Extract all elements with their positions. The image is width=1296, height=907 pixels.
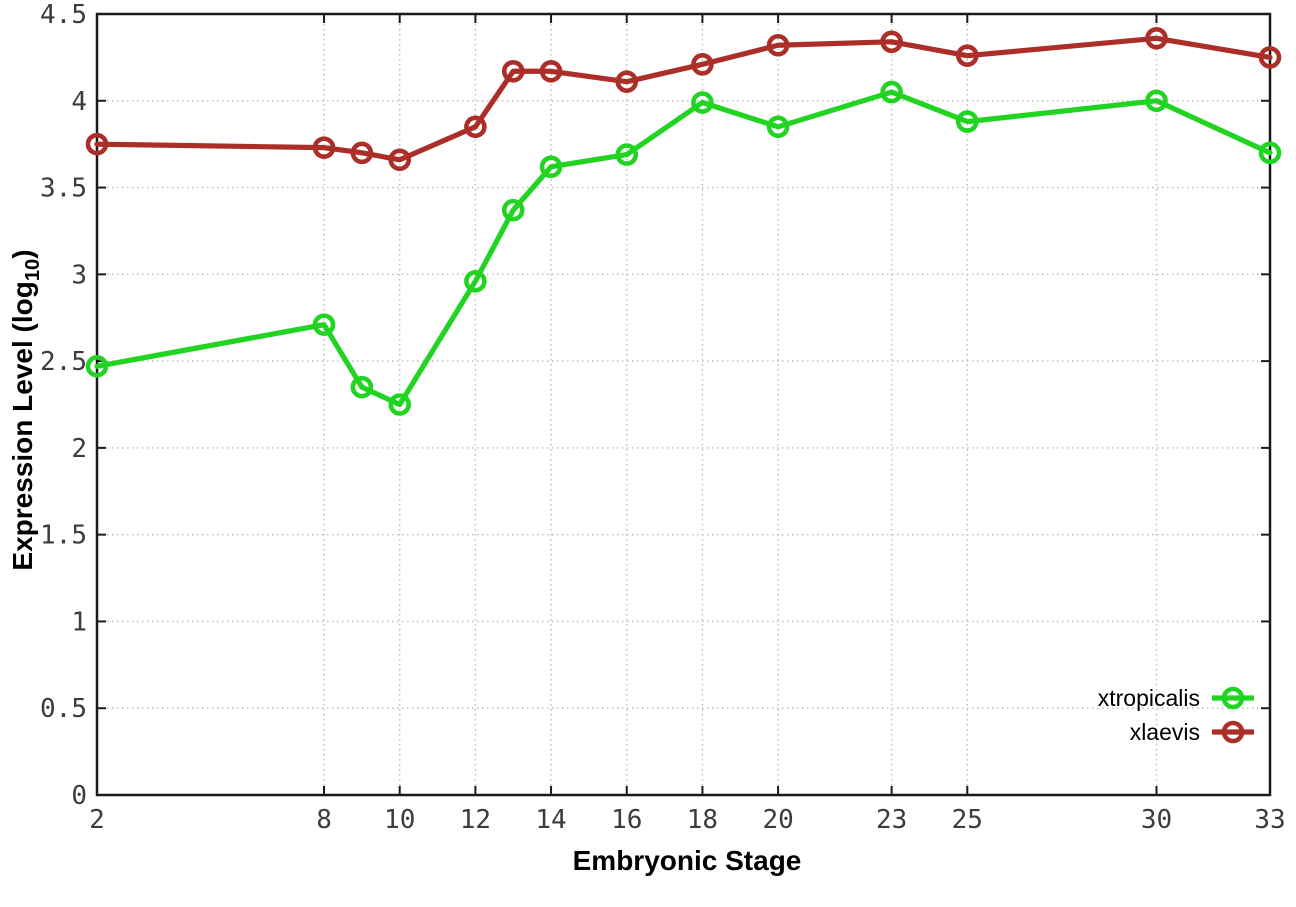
data-point-xlaevis xyxy=(388,148,412,172)
legend: xtropicalis xlaevis xyxy=(1098,681,1256,749)
data-point-xtropicalis xyxy=(691,91,714,114)
data-point-xlaevis xyxy=(350,141,374,165)
x-tick-label: 33 xyxy=(1254,805,1285,835)
x-tick-label: 20 xyxy=(762,805,793,835)
data-point-xlaevis xyxy=(1258,46,1282,69)
data-point-xlaevis xyxy=(312,136,336,159)
data-point-xtropicalis xyxy=(766,115,790,139)
data-point-xtropicalis xyxy=(615,143,639,166)
legend-circle-xtropicalis xyxy=(1221,686,1245,710)
data-point-xlaevis xyxy=(464,115,487,139)
x-tick-label: 18 xyxy=(687,805,718,835)
data-point-xlaevis xyxy=(691,53,714,76)
y-tick-label: 0 xyxy=(71,781,87,811)
y-tick-label: 1.5 xyxy=(40,521,87,551)
data-point-xlaevis xyxy=(766,33,790,57)
legend-label-xtropicalis: xtropicalis xyxy=(1097,684,1200,711)
legend-marker-xlaevis xyxy=(1212,720,1254,744)
x-tick-label: 12 xyxy=(460,805,491,835)
data-point-xlaevis xyxy=(955,44,979,67)
data-point-xlaevis xyxy=(1145,26,1168,50)
y-tick-label: 2.5 xyxy=(40,347,87,377)
data-point-xlaevis xyxy=(615,70,639,93)
x-tick-label: 25 xyxy=(952,805,983,835)
data-point-xtropicalis xyxy=(388,393,412,416)
legend-row-xlaevis: xlaevis xyxy=(1130,715,1256,749)
data-point-xtropicalis xyxy=(312,313,336,336)
y-tick-label: 3.5 xyxy=(40,174,87,204)
y-axis-label-subscript: 10 xyxy=(21,258,44,282)
data-point-xtropicalis xyxy=(880,80,903,104)
x-tick-label: 2 xyxy=(89,805,105,835)
y-axis-label-text: Expression Level (log xyxy=(7,281,39,571)
data-point-xtropicalis xyxy=(464,269,487,293)
x-tick-label: 10 xyxy=(384,805,415,835)
data-point-xlaevis xyxy=(501,59,525,83)
data-point-xtropicalis xyxy=(85,355,109,378)
plot-border xyxy=(95,12,1272,797)
data-point-xtropicalis xyxy=(1258,141,1282,165)
x-tick-label: 23 xyxy=(876,805,907,835)
data-point-xtropicalis xyxy=(350,375,374,399)
legend-circle-xlaevis xyxy=(1221,720,1245,744)
x-tick-label: 30 xyxy=(1141,805,1172,835)
data-point-xlaevis xyxy=(85,132,109,156)
x-axis-label: Embryonic Stage xyxy=(572,845,802,876)
y-tick-label: 1 xyxy=(71,607,87,637)
y-tick-label: 0.5 xyxy=(40,694,87,724)
data-point-xlaevis xyxy=(880,30,903,54)
series-line-xtropicalis xyxy=(94,89,1273,408)
y-tick-label: 4.5 xyxy=(40,0,87,30)
data-point-xtropicalis xyxy=(501,198,525,222)
y-axis-label: Expression Level (log10) xyxy=(7,249,45,570)
data-point-xtropicalis xyxy=(955,110,979,133)
y-tick-label: 3 xyxy=(71,260,87,290)
y-tick-label: 2 xyxy=(71,434,87,464)
x-tick-label: 8 xyxy=(316,805,332,835)
data-point-xtropicalis xyxy=(1145,89,1168,113)
legend-row-xtropicalis: xtropicalis xyxy=(1098,681,1256,715)
data-point-xlaevis xyxy=(539,59,563,83)
y-axis-label-close: ) xyxy=(7,249,39,259)
legend-label-xlaevis: xlaevis xyxy=(1129,718,1200,745)
data-point-xtropicalis xyxy=(539,155,563,179)
y-tick-label: 4 xyxy=(71,87,87,117)
x-tick-label: 14 xyxy=(535,805,566,835)
x-tick-label: 16 xyxy=(611,805,642,835)
legend-marker-xtropicalis xyxy=(1212,686,1254,710)
series-line-xlaevis xyxy=(94,35,1273,163)
